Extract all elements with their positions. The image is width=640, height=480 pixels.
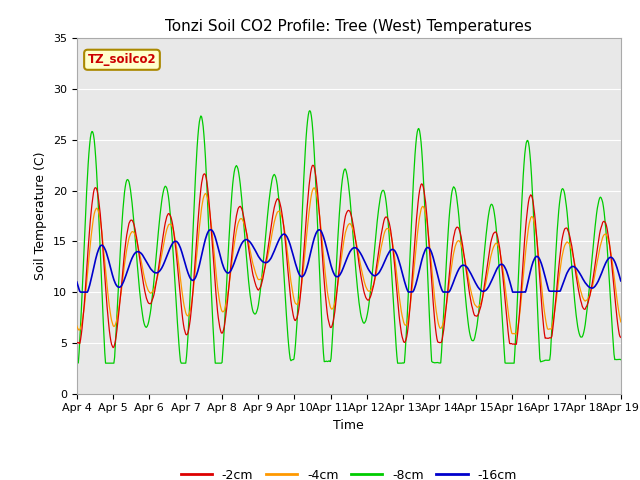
Title: Tonzi Soil CO2 Profile: Tree (West) Temperatures: Tonzi Soil CO2 Profile: Tree (West) Temp… [165, 20, 532, 35]
X-axis label: Time: Time [333, 419, 364, 432]
Text: TZ_soilco2: TZ_soilco2 [88, 53, 156, 66]
Legend: -2cm, -4cm, -8cm, -16cm: -2cm, -4cm, -8cm, -16cm [175, 464, 522, 480]
Y-axis label: Soil Temperature (C): Soil Temperature (C) [35, 152, 47, 280]
